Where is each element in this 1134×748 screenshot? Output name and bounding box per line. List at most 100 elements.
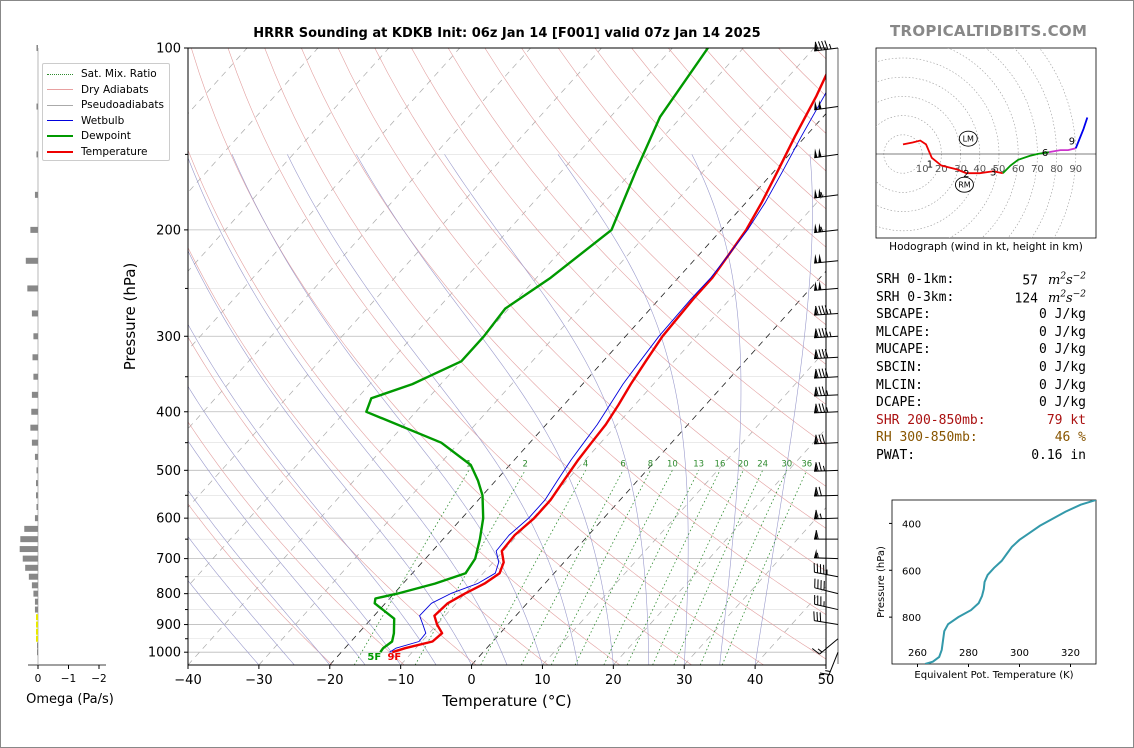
omega-bar (37, 642, 38, 649)
omega-bar (34, 598, 38, 605)
barb-full (815, 349, 819, 359)
barb-full (815, 509, 819, 519)
hodograph-ring-label: 80 (1050, 164, 1063, 175)
theta-e-x-tick-label: 300 (1010, 648, 1029, 659)
dry-adiabat-line (374, 48, 826, 529)
barb-staff (814, 194, 839, 199)
stat-row: PWAT: 0.16 in (876, 448, 1096, 466)
stat-label: SBCIN: (876, 359, 923, 375)
barb-full (818, 486, 822, 496)
stat-value: 0 J/kg (1039, 307, 1086, 323)
mixing-ratio-line (721, 470, 808, 665)
barb-staff (814, 260, 839, 264)
theta-e-x-tick-label: 320 (1061, 648, 1080, 659)
legend-item: Pseudoadiabats (47, 98, 164, 112)
mixing-ratio-line (603, 470, 700, 665)
stat-number: 124 (1014, 290, 1038, 306)
hodograph-height-label: 2 (963, 169, 969, 180)
barb-half (826, 407, 829, 413)
barb-full (811, 648, 820, 655)
dry-adiabat-line (337, 48, 826, 572)
x-tick-label: 30 (676, 673, 693, 688)
omega-bar (36, 503, 38, 510)
stat-row: SRH 0-1km: 57 m2s−2 (876, 272, 1096, 290)
legend-swatch (47, 73, 73, 75)
mixing-ratio-line (574, 470, 673, 665)
wind-barb (813, 509, 839, 520)
omega-bar (22, 555, 38, 562)
barb-flag (814, 386, 818, 396)
omega-bar (34, 515, 38, 522)
dry-adiabat-line (227, 48, 764, 665)
barb-flag (814, 548, 818, 558)
barb-staff (814, 153, 839, 159)
barb-flag (814, 188, 818, 199)
barb-flag (814, 100, 818, 110)
theta-e-x-tick-label: 280 (959, 648, 978, 659)
hodograph-caption: Hodograph (wind in kt, height in km) (889, 241, 1083, 253)
mixing-ratio-label: 30 (781, 459, 792, 469)
stat-value: 46 % (1054, 430, 1086, 446)
theta-e-y-tick-label: 600 (902, 566, 921, 577)
x-tick-label: 50 (818, 673, 835, 688)
barb-flag (818, 147, 822, 158)
surface-dewpoint-label: 5F (367, 652, 381, 663)
barb-half (817, 648, 823, 653)
stat-label: PWAT: (876, 447, 916, 463)
barb-full (818, 386, 822, 396)
stat-row: MLCAPE: 0 J/kg (876, 325, 1096, 343)
barb-flag (814, 368, 818, 379)
omega-bar (31, 391, 38, 398)
x-tick-label: −40 (174, 673, 201, 688)
stat-value: 124 m2s−2 (1015, 290, 1087, 306)
wind-barb (814, 280, 839, 291)
barb-full (824, 327, 829, 338)
moist-adiabat-line (188, 323, 437, 665)
barb-staff (814, 603, 839, 611)
x-tick-label: −20 (316, 673, 343, 688)
barb-full (821, 40, 826, 50)
barb-flag (814, 486, 818, 497)
wind-barb (814, 253, 839, 264)
barb-flag (814, 253, 818, 264)
stat-row: RH 300-850mb: 46 % (876, 430, 1096, 448)
barb-half (820, 226, 823, 232)
omega-bar (37, 649, 38, 656)
x-axis-label: Temperature (°C) (441, 692, 571, 710)
series-dewpoint-line (365, 48, 709, 653)
theta-e-y-axis-label: Pressure (hPa) (876, 546, 887, 618)
stat-row: SBCIN: 0 J/kg (876, 360, 1096, 378)
brand-logo: TROPICALTIDBITS.COM (890, 22, 1088, 40)
mixing-ratio-label: 10 (667, 459, 678, 469)
barb-staff (814, 587, 839, 595)
barb-full (821, 434, 826, 444)
stat-label: SRH 0-3km: (876, 289, 955, 305)
dry-adiabat-line (188, 246, 549, 665)
barb-full (815, 530, 819, 540)
barb-full (818, 349, 822, 359)
dry-adiabat-line (188, 149, 621, 665)
hodograph-height-label: 3 (990, 167, 996, 178)
barb-full (818, 461, 822, 472)
theta-e-frame (891, 499, 1097, 665)
barb-flag (818, 280, 822, 291)
stat-unit: m2s−2 (1047, 289, 1086, 306)
legend-label: Dewpoint (81, 130, 131, 142)
omega-bar (34, 453, 38, 460)
omega-bar (27, 285, 38, 292)
legend: Sat. Mix. Ratio Dry Adiabats Pseudoadiabat… (42, 63, 170, 161)
wind-barb (814, 327, 839, 339)
stat-row: SRH 0-3km: 124 m2s−2 (876, 290, 1096, 308)
barb-full (815, 462, 819, 472)
hodograph: 10 20 30 40 50 60 70 80 90 1 2 3 6 9 LM RM (875, 47, 1097, 239)
omega-bar (36, 621, 38, 628)
omega-bar (24, 525, 38, 532)
skewt-background: 1 2 4 6 8 10 13 16 20 24 30 36 (188, 48, 826, 665)
mixing-ratio-line (652, 470, 744, 665)
omega-bar (31, 439, 38, 446)
barb-flag (814, 41, 818, 52)
barb-staff (814, 287, 839, 291)
x-tick-label: 10 (534, 673, 551, 688)
skewt-frame (187, 47, 827, 666)
hodograph-ring-label: 10 (916, 164, 929, 175)
